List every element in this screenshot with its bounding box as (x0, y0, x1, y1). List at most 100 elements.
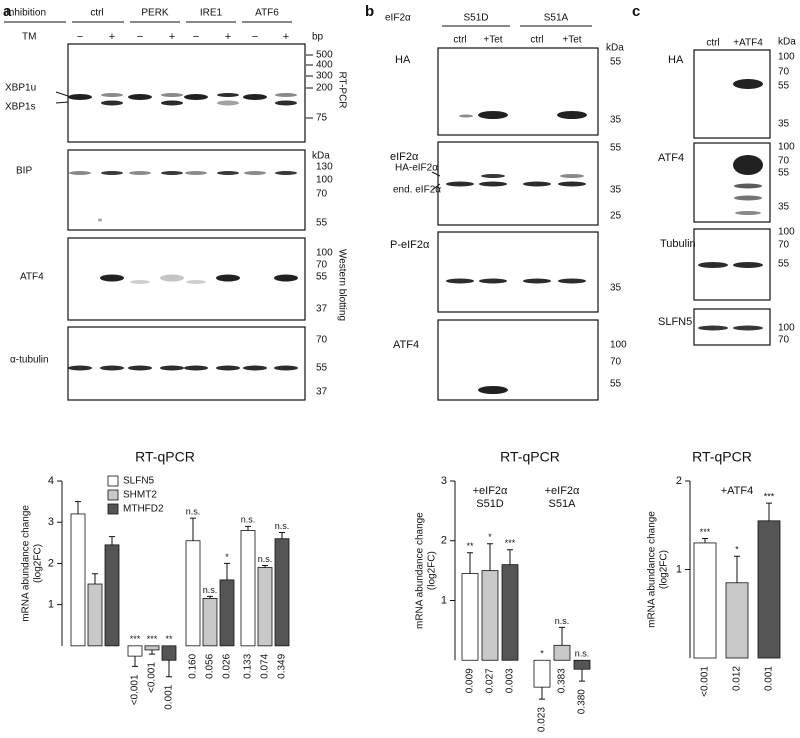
significance: n.s. (555, 616, 570, 626)
band (523, 278, 551, 284)
annotation: S51A (549, 498, 577, 510)
chart-title: RT-qPCR (135, 449, 195, 465)
label: +ATF4 (733, 38, 763, 49)
label: Tubulin (660, 238, 696, 250)
label: 100 (778, 142, 795, 153)
band (558, 278, 586, 284)
bar (461, 573, 479, 661)
significance: *** (700, 527, 711, 537)
annotation: +eIF2α (473, 485, 508, 497)
label: 35 (778, 202, 790, 213)
y-tick-label: 1 (676, 563, 682, 575)
label: 55 (778, 168, 790, 179)
blot-atf4-c (693, 142, 771, 223)
label: 100 (778, 227, 795, 238)
label: α-tubulin (10, 355, 49, 366)
bar (481, 570, 499, 661)
label: − (252, 31, 258, 43)
legend-swatch (107, 489, 119, 501)
label: kDa (606, 43, 624, 54)
label: 100 (316, 175, 333, 186)
annotation: +eIF2α (545, 485, 580, 497)
bar (219, 579, 235, 647)
label: 55 (610, 379, 622, 390)
band (101, 171, 123, 175)
p-value: 0.026 (222, 653, 233, 678)
band (446, 181, 474, 187)
error-bar (224, 562, 230, 580)
label: c (632, 3, 640, 20)
error-bar (262, 564, 268, 568)
y-axis-label: (log2FC) (659, 550, 670, 589)
label: ctrl (706, 38, 719, 49)
bar (161, 645, 177, 661)
significance: *** (147, 634, 158, 644)
band (735, 211, 761, 215)
label: 55 (316, 272, 328, 283)
p-value: 0.003 (505, 668, 516, 693)
error-bar (190, 517, 196, 541)
error-bar (702, 538, 708, 543)
band (459, 114, 473, 118)
error-bar (487, 543, 493, 571)
significance: n.s. (241, 515, 256, 525)
label: ctrl (453, 35, 466, 46)
significance: ** (165, 634, 173, 644)
significance: n.s. (575, 649, 590, 659)
band (481, 174, 505, 178)
band (217, 171, 239, 175)
label: 75 (316, 113, 328, 124)
p-value: 0.001 (764, 666, 775, 691)
y-tick-label: 2 (441, 535, 447, 547)
significance: * (540, 649, 544, 659)
label: + (283, 31, 289, 43)
label: 55 (778, 259, 790, 270)
p-value: <0.001 (147, 662, 158, 693)
blot-ha (437, 47, 599, 136)
band (128, 365, 152, 371)
bar (240, 530, 256, 647)
label: ATF4 (393, 339, 419, 351)
label: ATF4 (20, 272, 44, 283)
significance: n.s. (186, 506, 201, 516)
band (558, 181, 586, 187)
label: +Tet (483, 35, 502, 46)
label: 70 (778, 67, 790, 78)
y-tick-label: 1 (441, 594, 447, 606)
label: 55 (778, 81, 790, 92)
label: 55 (316, 218, 328, 229)
blot-atf4-b (437, 319, 599, 401)
label: end. eIF2α (393, 185, 441, 196)
significance: n.s. (203, 585, 218, 595)
label: kDa (312, 151, 330, 162)
error-bar (245, 525, 251, 531)
error-bar (207, 595, 213, 599)
y-tick-label: 3 (441, 475, 447, 487)
band (160, 274, 184, 282)
label: P-eIF2α (390, 239, 430, 251)
bar (257, 567, 273, 647)
label: S51A (544, 13, 569, 24)
band (186, 280, 206, 284)
label: + (169, 31, 175, 43)
band (274, 274, 298, 282)
label: 400 (316, 60, 333, 71)
label: 500 (316, 50, 333, 61)
blot-p-eif2a (437, 231, 599, 313)
label: RT-PCR (336, 71, 347, 108)
band (698, 325, 728, 331)
label: 100 (610, 340, 627, 351)
p-value: 0.349 (277, 653, 288, 678)
band (216, 365, 240, 371)
bar (725, 582, 749, 659)
significance: * (488, 532, 492, 542)
label: b (365, 3, 374, 20)
band (101, 100, 123, 106)
bar (185, 540, 201, 647)
error-bar (166, 660, 172, 678)
label: 55 (316, 363, 328, 374)
label: + (225, 31, 231, 43)
error-bar (559, 626, 565, 646)
significance: * (225, 552, 229, 562)
bar (70, 513, 86, 647)
